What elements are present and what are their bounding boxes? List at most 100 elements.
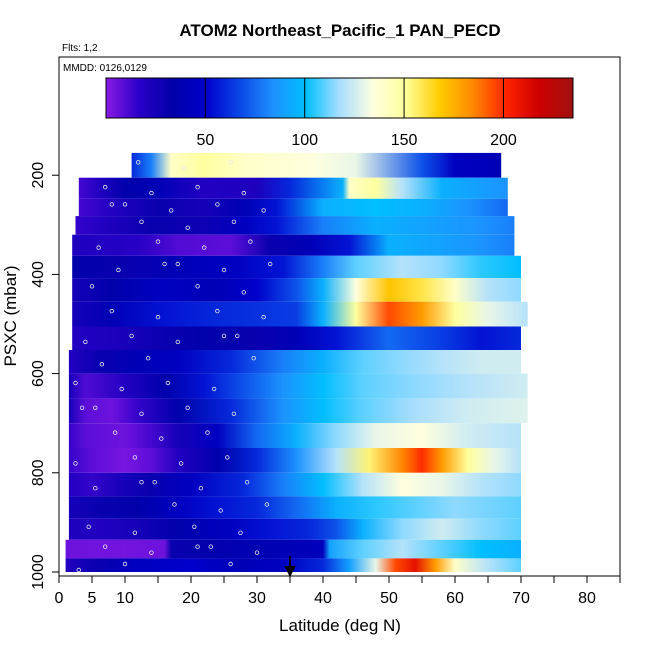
- sample-marker: [135, 160, 141, 165]
- colorbar-tick-label: 50: [196, 132, 214, 149]
- colorbar-tick-label: 150: [391, 132, 418, 149]
- sample-marker: [129, 333, 134, 339]
- sample-marker: [83, 339, 88, 345]
- x-tick-label: 5: [88, 590, 97, 607]
- sample-marker: [195, 284, 200, 289]
- sample-marker: [231, 219, 237, 224]
- chart-title: ATOM2 Northeast_Pacific_1 PAN_PECD: [179, 21, 500, 40]
- sample-marker: [208, 544, 213, 549]
- sample-marker: [244, 480, 250, 485]
- sample-marker: [241, 190, 246, 196]
- sample-marker: [205, 430, 210, 435]
- sample-marker: [201, 245, 207, 250]
- heatmap-row: [72, 301, 528, 327]
- sample-marker: [99, 362, 105, 367]
- sample-marker: [192, 524, 197, 529]
- heatmap-row: [68, 350, 522, 374]
- sample-marker: [264, 502, 270, 507]
- x-tick-label: 10: [116, 590, 134, 607]
- sample-marker: [93, 486, 98, 491]
- plot-frame: [58, 56, 621, 577]
- heatmap-row: [65, 558, 521, 572]
- sample-marker: [112, 430, 118, 435]
- heatmap-row: [131, 152, 502, 178]
- heatmap-row: [68, 398, 528, 424]
- date-note: MMDD: 0126,0129: [63, 63, 147, 74]
- x-tick-label: 70: [512, 590, 530, 607]
- sample-marker: [228, 160, 233, 165]
- sample-marker: [162, 261, 167, 267]
- sample-marker: [139, 219, 144, 224]
- colorbar-gradient: [105, 77, 574, 119]
- sample-marker: [149, 190, 154, 196]
- sample-marker: [93, 405, 98, 410]
- sample-marker: [172, 502, 177, 507]
- heatmap-row: [75, 216, 515, 235]
- sample-marker: [119, 386, 124, 392]
- sample-marker: [73, 461, 78, 466]
- sample-marker: [132, 455, 138, 460]
- sample-marker: [139, 480, 144, 485]
- sample-marker: [228, 561, 233, 567]
- heatmap-layer: [65, 152, 528, 572]
- sample-marker: [122, 202, 128, 207]
- sample-marker: [165, 380, 171, 386]
- sample-marker: [102, 184, 108, 190]
- sample-marker: [195, 184, 200, 190]
- sample-marker: [195, 544, 200, 549]
- y-tick-label: 800: [30, 459, 47, 486]
- heatmap-row: [68, 373, 528, 399]
- sample-marker: [178, 461, 184, 466]
- sample-marker: [241, 290, 246, 295]
- sample-marker: [96, 245, 101, 250]
- sample-marker: [139, 411, 144, 416]
- sample-marker: [221, 333, 227, 339]
- sample-marker: [251, 356, 256, 361]
- sample-marker: [109, 308, 114, 314]
- x-tick-label: 30: [248, 590, 266, 607]
- sample-marker: [218, 508, 223, 513]
- sample-marker: [182, 166, 187, 171]
- heatmap-row: [78, 177, 508, 199]
- x-axis: 0 5 10 20 30 40 50 60 70 80: [55, 576, 621, 607]
- sample-marker: [248, 239, 253, 244]
- sample-marker: [185, 405, 190, 410]
- sample-marker: [268, 261, 273, 267]
- sample-marker: [109, 202, 114, 207]
- sample-marker: [211, 386, 217, 392]
- flights-note: Flts: 1,2: [62, 43, 98, 54]
- sample-marker: [185, 225, 190, 230]
- x-tick-label: 40: [314, 590, 332, 607]
- sample-marker: [159, 436, 164, 441]
- sample-marker: [215, 308, 220, 314]
- y-axis: 200 400 600 800 1000: [30, 162, 59, 590]
- y-tick-label: 1000: [30, 554, 47, 590]
- sample-marker: [76, 567, 81, 573]
- heatmap-row: [68, 472, 522, 497]
- x-tick-label: 80: [578, 590, 596, 607]
- sample-marker: [175, 339, 180, 345]
- sample-marker: [79, 405, 85, 410]
- heatmap-row: [72, 234, 515, 256]
- sample-marker: [89, 284, 95, 289]
- x-tick-label: 20: [182, 590, 200, 607]
- sample-marker: [261, 314, 266, 320]
- y-tick-label: 200: [30, 162, 47, 189]
- heatmap-row: [72, 326, 521, 351]
- heatmap-row: [68, 496, 522, 519]
- sample-marker: [234, 333, 240, 339]
- colorbar: 50 100 150 200: [105, 77, 574, 149]
- heatmap-row: [72, 255, 521, 279]
- sample-marker: [221, 267, 227, 273]
- sample-marker: [149, 550, 154, 555]
- colorbar-tick-label: 100: [291, 132, 318, 149]
- sample-marker: [261, 208, 266, 213]
- heatmap-row: [68, 423, 522, 448]
- sample-marker: [225, 455, 230, 460]
- sample-marker: [116, 267, 121, 273]
- sample-marker: [155, 239, 161, 244]
- x-tick-label: 60: [446, 590, 464, 607]
- heatmap-row: [65, 539, 521, 559]
- heatmap-row: [68, 518, 522, 540]
